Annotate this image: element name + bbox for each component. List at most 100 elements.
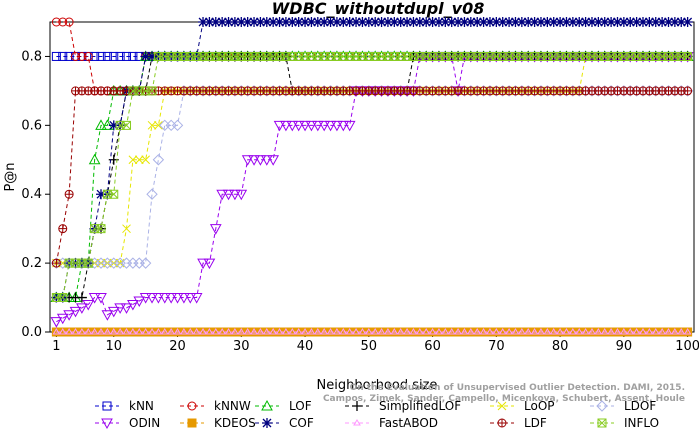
data-point <box>453 17 464 27</box>
data-point <box>351 17 362 27</box>
data-point <box>275 328 284 335</box>
data-point <box>486 328 494 335</box>
x-tick-label: 90 <box>616 339 633 354</box>
data-point <box>320 328 329 335</box>
data-point <box>160 328 169 335</box>
data-point <box>644 17 655 27</box>
data-point <box>575 328 584 335</box>
data-point <box>625 17 636 27</box>
data-point <box>141 328 150 335</box>
data-point <box>345 328 354 335</box>
data-point <box>190 293 203 304</box>
data-point <box>484 17 495 27</box>
data-point <box>90 51 100 61</box>
x-tick-label: 50 <box>361 339 378 354</box>
data-point <box>561 17 572 27</box>
data-point <box>139 293 152 304</box>
data-point <box>152 154 165 166</box>
data-point <box>199 328 207 335</box>
data-point <box>248 155 260 166</box>
data-point <box>556 328 564 335</box>
data-point <box>446 17 457 27</box>
data-point <box>676 17 687 27</box>
citation-line-1: Campos, Zimek, Sander, Campello, Micenko… <box>323 394 685 404</box>
data-point <box>414 17 425 27</box>
data-point <box>492 328 501 335</box>
data-point <box>344 17 355 27</box>
data-point <box>146 188 158 200</box>
data-point <box>141 155 150 165</box>
data-point <box>403 328 411 335</box>
series-line <box>56 55 688 299</box>
data-point <box>146 293 158 304</box>
data-point <box>269 328 278 335</box>
series-line <box>56 55 688 323</box>
data-point <box>210 17 221 27</box>
data-point <box>657 17 668 27</box>
legend-marker <box>497 418 507 428</box>
data-point <box>108 120 119 131</box>
data-point <box>645 328 654 335</box>
data-point <box>218 328 227 335</box>
plot-area <box>50 17 694 337</box>
data-point <box>325 17 336 27</box>
data-point <box>58 224 68 234</box>
data-point <box>209 224 222 235</box>
data-point <box>319 17 330 27</box>
data-point <box>286 120 299 132</box>
data-point <box>504 17 515 27</box>
data-point <box>326 328 335 335</box>
data-point <box>626 328 635 335</box>
legend-marker <box>353 419 361 426</box>
data-point <box>473 328 482 335</box>
data-point <box>548 17 559 27</box>
data-point <box>384 328 392 335</box>
data-point <box>568 328 577 335</box>
data-point <box>133 296 146 308</box>
legend-label: KDEOS <box>214 416 256 430</box>
x-tick-label: 40 <box>297 339 314 354</box>
data-point <box>229 17 240 27</box>
data-point <box>173 328 182 335</box>
data-point <box>338 17 349 27</box>
legend-item-kNNW: kNNW <box>180 399 251 413</box>
data-point <box>109 328 118 335</box>
data-point <box>122 328 131 335</box>
data-point <box>154 328 163 335</box>
data-point <box>632 328 641 335</box>
legend-label: INFLO <box>624 416 659 430</box>
data-point <box>217 17 228 27</box>
data-point <box>268 17 279 27</box>
data-point <box>619 328 628 335</box>
data-point <box>537 328 545 335</box>
data-point <box>376 17 387 27</box>
data-point <box>683 86 693 96</box>
data-point <box>318 120 331 132</box>
data-point <box>242 17 253 27</box>
legend-item-COF: COF <box>255 416 314 430</box>
data-point <box>280 120 292 132</box>
data-point <box>669 17 680 27</box>
data-point <box>370 17 381 27</box>
data-point <box>311 120 324 132</box>
data-point <box>300 17 311 27</box>
data-point <box>95 293 107 304</box>
data-point <box>523 17 534 27</box>
data-point <box>382 17 393 27</box>
data-point <box>574 17 585 27</box>
data-point <box>171 293 184 304</box>
y-tick-label: 0.4 <box>21 187 42 202</box>
series-line <box>55 90 688 264</box>
data-point <box>165 293 177 304</box>
legend-item-FastABOD: FastABOD <box>345 416 438 430</box>
data-point <box>555 17 566 27</box>
data-point <box>639 328 647 335</box>
data-point <box>180 328 188 335</box>
legend-marker <box>187 418 197 428</box>
data-point <box>530 328 539 335</box>
legend-marker <box>187 401 197 411</box>
data-point <box>223 17 234 27</box>
data-point <box>147 86 157 96</box>
data-point <box>243 328 252 335</box>
data-point <box>440 17 451 27</box>
